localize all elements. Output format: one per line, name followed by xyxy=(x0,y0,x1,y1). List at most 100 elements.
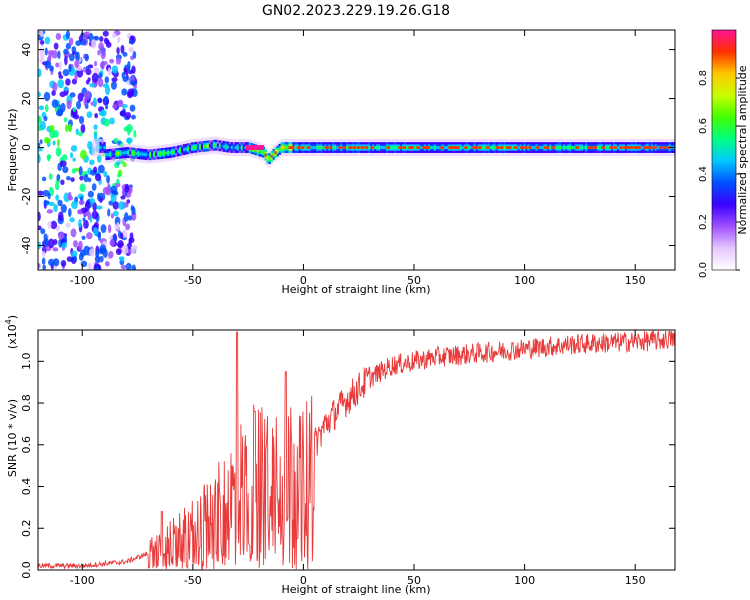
heatmap-xtick-label: 50 xyxy=(407,274,421,287)
heatmap-cell xyxy=(38,105,45,111)
heatmap-cell xyxy=(499,146,505,149)
heatmap-cell xyxy=(118,201,125,210)
heatmap-cell xyxy=(282,146,285,150)
heatmap-cell xyxy=(46,209,54,214)
heatmap-cell xyxy=(425,146,431,149)
heatmap-cell xyxy=(57,199,63,207)
heatmap-cell xyxy=(107,67,112,77)
heatmap-cell xyxy=(171,150,174,154)
heatmap-cell xyxy=(662,146,668,149)
heatmap-cell xyxy=(131,151,134,155)
heatmap-cell xyxy=(579,146,582,150)
heatmap-cell xyxy=(648,146,654,149)
heatmap-cell xyxy=(83,219,89,229)
heatmap-cell xyxy=(469,146,472,150)
heatmap-cell xyxy=(473,146,479,149)
heatmap-cell xyxy=(254,145,257,150)
heatmap-content xyxy=(38,30,675,270)
heatmap-cell xyxy=(65,78,71,86)
heatmap-cell xyxy=(270,154,273,158)
heatmap-cell xyxy=(72,106,76,113)
heatmap-cell xyxy=(42,264,47,270)
heatmap-cell xyxy=(157,152,160,156)
heatmap-cell xyxy=(268,157,271,161)
heatmap-cell xyxy=(384,146,387,150)
heatmap-cell xyxy=(161,151,164,155)
heatmap-cell xyxy=(57,79,65,89)
heatmap-cell xyxy=(70,145,78,152)
heatmap-cell xyxy=(190,146,194,150)
heatmap-cell xyxy=(210,144,214,147)
heatmap-cell xyxy=(567,146,570,150)
heatmap-cell xyxy=(93,226,99,236)
heatmap-cell xyxy=(240,146,244,150)
heatmap-cell xyxy=(310,146,313,150)
heatmap-cell xyxy=(204,144,208,148)
heatmap-cell xyxy=(175,149,178,153)
heatmap-cell xyxy=(111,152,114,156)
heatmap-cell xyxy=(459,146,463,150)
heatmap-cell xyxy=(49,128,56,139)
heatmap-cell xyxy=(200,145,204,149)
heatmap-cell xyxy=(559,146,562,150)
heatmap-cell xyxy=(539,146,542,150)
heatmap-cell xyxy=(593,146,599,149)
heatmap-cell xyxy=(378,146,381,150)
heatmap-cell xyxy=(63,48,69,55)
heatmap-cell xyxy=(252,145,256,150)
heatmap-cell xyxy=(569,146,572,150)
heatmap-cell xyxy=(247,145,250,150)
heatmap-cell xyxy=(123,212,129,222)
heatmap-cell xyxy=(573,146,576,150)
heatmap-cell xyxy=(74,51,79,60)
heatmap-cell xyxy=(130,55,135,61)
heatmap-cell xyxy=(208,144,212,148)
heatmap-cell xyxy=(80,124,86,134)
heatmap-cell xyxy=(60,179,65,186)
heatmap-cell xyxy=(100,224,107,234)
heatmap-cell xyxy=(181,148,184,152)
heatmap-cell xyxy=(128,238,133,245)
heatmap-cell xyxy=(38,115,42,125)
heatmap-cell xyxy=(236,146,240,150)
heatmap-cell xyxy=(531,146,534,150)
heatmap-cell xyxy=(107,182,111,193)
heatmap-cell xyxy=(78,199,85,206)
snr-panel: -100 -50 0 50 100 150 0.0 0.2 0.4 0.6 0.8 1.0 Heigh… xyxy=(4,315,676,596)
heatmap-cell xyxy=(41,250,46,258)
heatmap-cell xyxy=(563,146,566,150)
heatmap-cell xyxy=(274,151,277,155)
heatmap-cell xyxy=(316,146,319,150)
heatmap-cell xyxy=(89,83,96,88)
heatmap-cell xyxy=(589,146,595,149)
snr-xtick-label: -100 xyxy=(70,574,95,587)
heatmap-cell xyxy=(54,182,60,191)
heatmap-cell xyxy=(73,255,78,263)
heatmap-cell xyxy=(130,205,134,212)
heatmap-cell xyxy=(137,152,140,156)
heatmap-ytick-label: -20 xyxy=(20,188,33,206)
heatmap-cell xyxy=(131,264,137,270)
heatmap-cell xyxy=(48,258,55,267)
heatmap-cell xyxy=(103,170,108,178)
heatmap-cell xyxy=(133,151,136,155)
heatmap-cell xyxy=(60,102,66,113)
heatmap-cell xyxy=(112,32,117,39)
heatmap-cell xyxy=(107,153,110,156)
heatmap-cell xyxy=(111,65,119,74)
heatmap-cell xyxy=(66,99,72,110)
snr-ticks: -100 -50 0 50 100 150 0.0 0.2 0.4 0.6 0.8 1.0 xyxy=(20,330,675,587)
heatmap-cell xyxy=(121,88,128,96)
heatmap-cell xyxy=(93,124,98,130)
heatmap-panel: -100 -50 0 50 100 150 -40 -20 0 20 40 Height of st… xyxy=(6,29,676,296)
heatmap-cell xyxy=(306,146,312,149)
heatmap-cell xyxy=(65,222,71,228)
heatmap-cell xyxy=(511,146,514,150)
heatmap-cell xyxy=(130,245,136,254)
heatmap-cell xyxy=(77,209,83,215)
heatmap-cell xyxy=(44,104,49,113)
heatmap-cell xyxy=(58,231,65,240)
heatmap-cell xyxy=(55,194,60,201)
heatmap-cell xyxy=(98,111,105,116)
heatmap-cell xyxy=(192,146,196,149)
